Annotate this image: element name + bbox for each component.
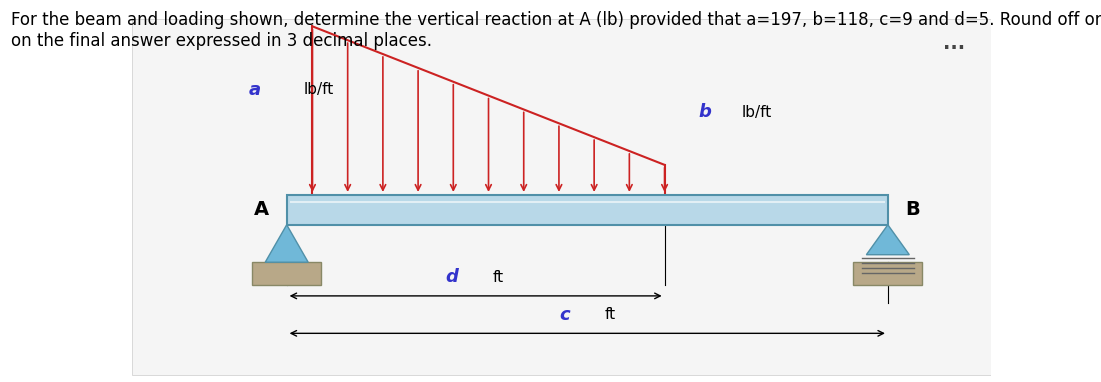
Polygon shape <box>265 225 308 262</box>
Text: b: b <box>699 104 711 121</box>
Text: lb/ft: lb/ft <box>742 105 772 120</box>
FancyBboxPatch shape <box>132 19 991 374</box>
Bar <box>853 262 923 285</box>
Text: c: c <box>559 306 570 324</box>
Bar <box>252 262 321 285</box>
Text: For the beam and loading shown, determine the vertical reaction at A (lb) provid: For the beam and loading shown, determin… <box>11 11 1101 50</box>
Polygon shape <box>866 225 909 255</box>
Bar <box>286 195 887 225</box>
Text: a: a <box>249 81 261 99</box>
Text: lb/ft: lb/ft <box>304 83 334 97</box>
Text: ft: ft <box>604 307 615 322</box>
Text: ...: ... <box>944 34 966 53</box>
Text: d: d <box>446 268 458 286</box>
Text: ft: ft <box>493 270 504 285</box>
Text: B: B <box>905 200 919 219</box>
Text: A: A <box>254 200 270 219</box>
